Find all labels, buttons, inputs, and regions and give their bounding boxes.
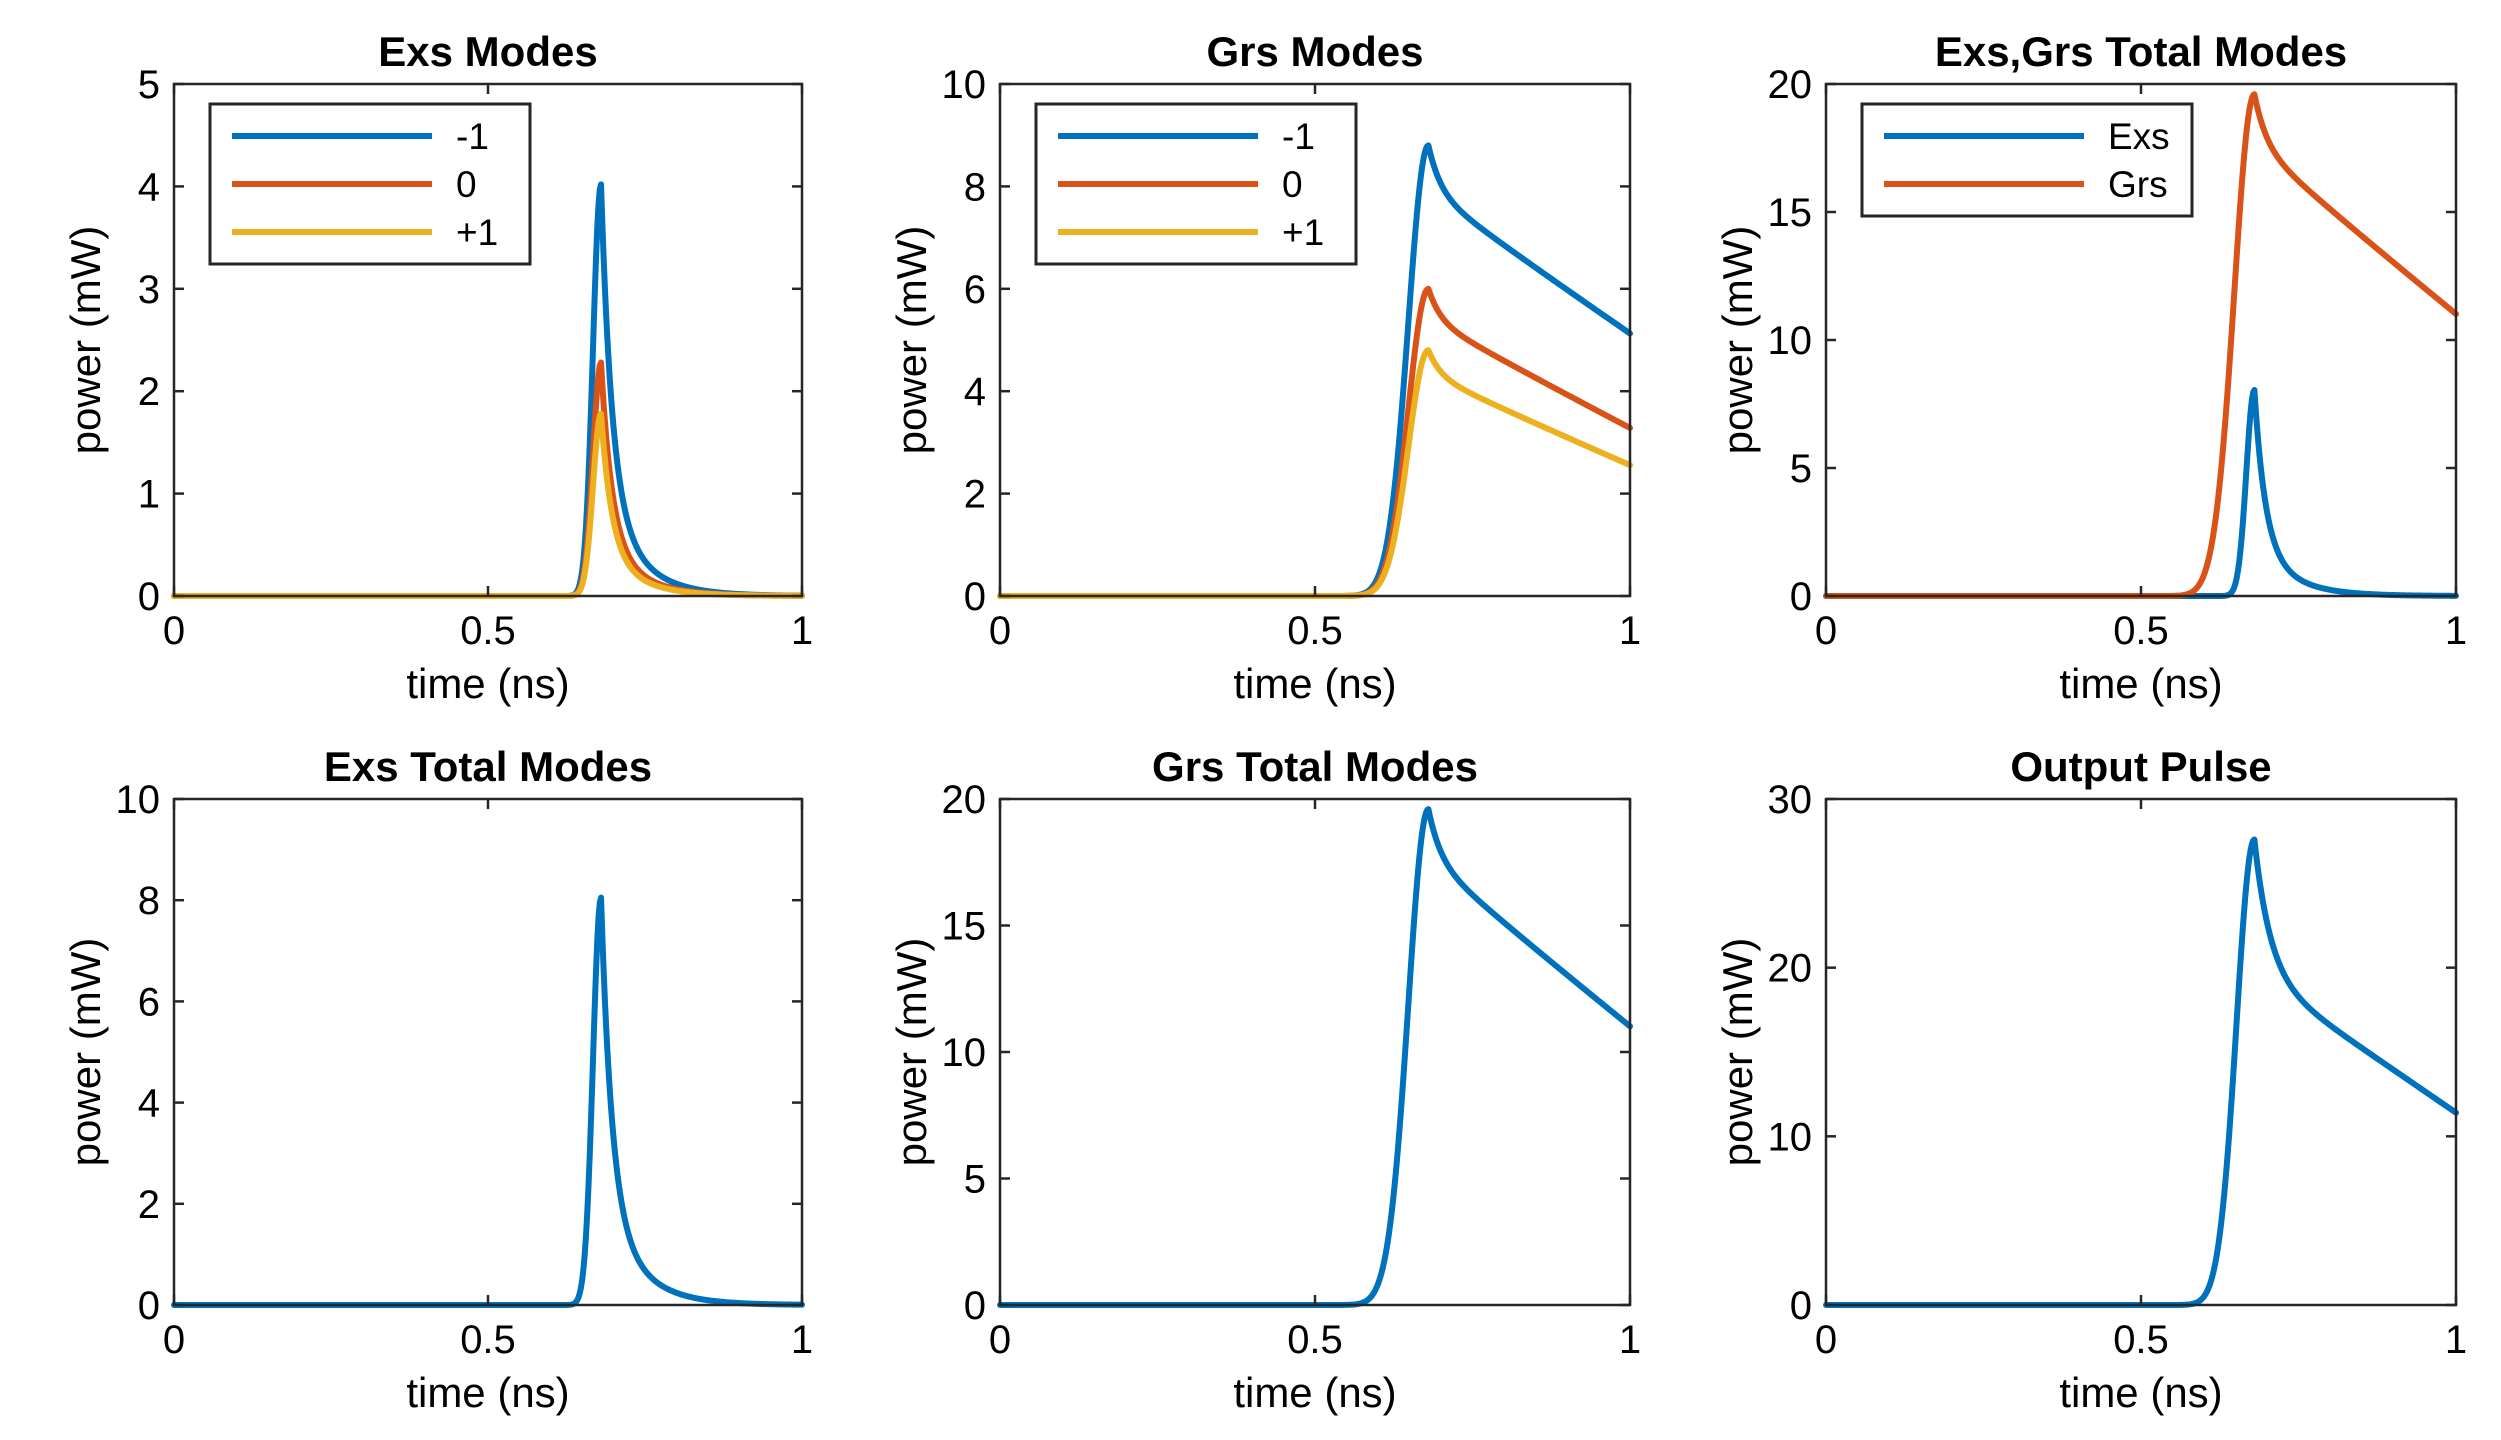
y-tick-label: 10 bbox=[1768, 319, 1813, 363]
x-axis-label: time (ns) bbox=[406, 660, 569, 707]
y-tick-label: 0 bbox=[138, 575, 160, 619]
chart-title: Exs Total Modes bbox=[324, 743, 652, 790]
x-tick-label: 0.5 bbox=[460, 1318, 516, 1362]
y-tick-label: 3 bbox=[138, 268, 160, 312]
chart-title: Grs Modes bbox=[1206, 28, 1423, 75]
y-tick-label: 10 bbox=[942, 63, 987, 107]
y-axis-label: power (mW) bbox=[888, 938, 935, 1167]
x-tick-label: 0 bbox=[163, 1318, 185, 1362]
legend-label: +1 bbox=[1282, 212, 1324, 253]
x-tick-label: 0.5 bbox=[2113, 609, 2169, 653]
y-tick-label: 15 bbox=[942, 905, 987, 949]
x-tick-label: 1 bbox=[1619, 609, 1641, 653]
chart-1: 0 0.5 1 0 1 2 3 4 5 Exs Modes time (ns) power (mW) -… bbox=[62, 28, 813, 707]
x-tick-label: 1 bbox=[791, 1318, 813, 1362]
y-tick-label: 20 bbox=[1768, 947, 1813, 991]
plot-area bbox=[1826, 799, 2456, 1305]
y-tick-label: 0 bbox=[138, 1284, 160, 1328]
x-tick-label: 0 bbox=[989, 1318, 1011, 1362]
y-tick-label: 4 bbox=[138, 165, 160, 209]
chart-title: Exs,Grs Total Modes bbox=[1935, 28, 2347, 75]
y-axis-label: power (mW) bbox=[62, 226, 109, 455]
legend-box bbox=[1860, 102, 2194, 218]
y-axis-label: power (mW) bbox=[1714, 938, 1761, 1167]
y-tick-label: 0 bbox=[1790, 575, 1812, 619]
y-tick-label: 5 bbox=[138, 63, 160, 107]
y-tick-label: 0 bbox=[964, 575, 986, 619]
y-tick-label: 6 bbox=[138, 980, 160, 1024]
chart-title: Exs Modes bbox=[378, 28, 597, 75]
x-tick-label: 1 bbox=[791, 609, 813, 653]
y-tick-label: 15 bbox=[1768, 191, 1813, 235]
chart-title: Grs Total Modes bbox=[1152, 743, 1478, 790]
y-tick-label: 2 bbox=[138, 370, 160, 414]
plot-area bbox=[174, 799, 802, 1305]
y-tick-label: 30 bbox=[1768, 778, 1813, 822]
x-tick-label: 1 bbox=[1619, 1318, 1641, 1362]
y-tick-label: 1 bbox=[138, 473, 160, 517]
legend: Exs Grs bbox=[1860, 102, 2194, 218]
y-axis-label: power (mW) bbox=[62, 938, 109, 1167]
x-tick-label: 0.5 bbox=[2113, 1318, 2169, 1362]
x-axis-label: time (ns) bbox=[2059, 660, 2222, 707]
x-tick-label: 0.5 bbox=[1287, 1318, 1343, 1362]
y-tick-label: 10 bbox=[1768, 1115, 1813, 1159]
y-axis-label: power (mW) bbox=[1714, 226, 1761, 455]
x-axis-label: time (ns) bbox=[1233, 1369, 1396, 1416]
chart-title: Output Pulse bbox=[2010, 743, 2271, 790]
legend: -1 0 +1 bbox=[1034, 102, 1358, 266]
y-tick-label: 4 bbox=[138, 1082, 160, 1126]
x-tick-label: 0.5 bbox=[460, 609, 516, 653]
legend: -1 0 +1 bbox=[208, 102, 532, 266]
y-tick-label: 5 bbox=[1790, 447, 1812, 491]
y-tick-label: 4 bbox=[964, 370, 986, 414]
y-tick-label: 2 bbox=[964, 473, 986, 517]
x-tick-label: 1 bbox=[2445, 609, 2467, 653]
y-tick-label: 8 bbox=[964, 165, 986, 209]
y-tick-label: 0 bbox=[1790, 1284, 1812, 1328]
y-tick-label: 10 bbox=[116, 778, 161, 822]
legend-label: 0 bbox=[456, 164, 477, 205]
y-tick-label: 10 bbox=[942, 1031, 987, 1075]
x-axis-label: time (ns) bbox=[406, 1369, 569, 1416]
x-tick-label: 0 bbox=[989, 609, 1011, 653]
legend-label: -1 bbox=[1282, 116, 1315, 157]
y-tick-label: 0 bbox=[964, 1284, 986, 1328]
legend-label: Exs bbox=[2108, 116, 2170, 157]
y-axis-label: power (mW) bbox=[888, 226, 935, 455]
x-tick-label: 0 bbox=[163, 609, 185, 653]
y-tick-label: 20 bbox=[942, 778, 987, 822]
legend-label: -1 bbox=[456, 116, 489, 157]
y-tick-label: 20 bbox=[1768, 63, 1813, 107]
y-tick-label: 2 bbox=[138, 1183, 160, 1227]
x-tick-label: 0 bbox=[1815, 1318, 1837, 1362]
y-tick-label: 8 bbox=[138, 879, 160, 923]
x-axis-label: time (ns) bbox=[1233, 660, 1396, 707]
y-tick-label: 5 bbox=[964, 1158, 986, 1202]
x-tick-label: 1 bbox=[2445, 1318, 2467, 1362]
plot-area bbox=[1000, 799, 1630, 1305]
legend-label: Grs bbox=[2108, 164, 2168, 205]
y-tick-label: 6 bbox=[964, 268, 986, 312]
legend-label: +1 bbox=[456, 212, 498, 253]
x-axis-label: time (ns) bbox=[2059, 1369, 2222, 1416]
x-tick-label: 0.5 bbox=[1287, 609, 1343, 653]
x-tick-label: 0 bbox=[1815, 609, 1837, 653]
legend-label: 0 bbox=[1282, 164, 1303, 205]
